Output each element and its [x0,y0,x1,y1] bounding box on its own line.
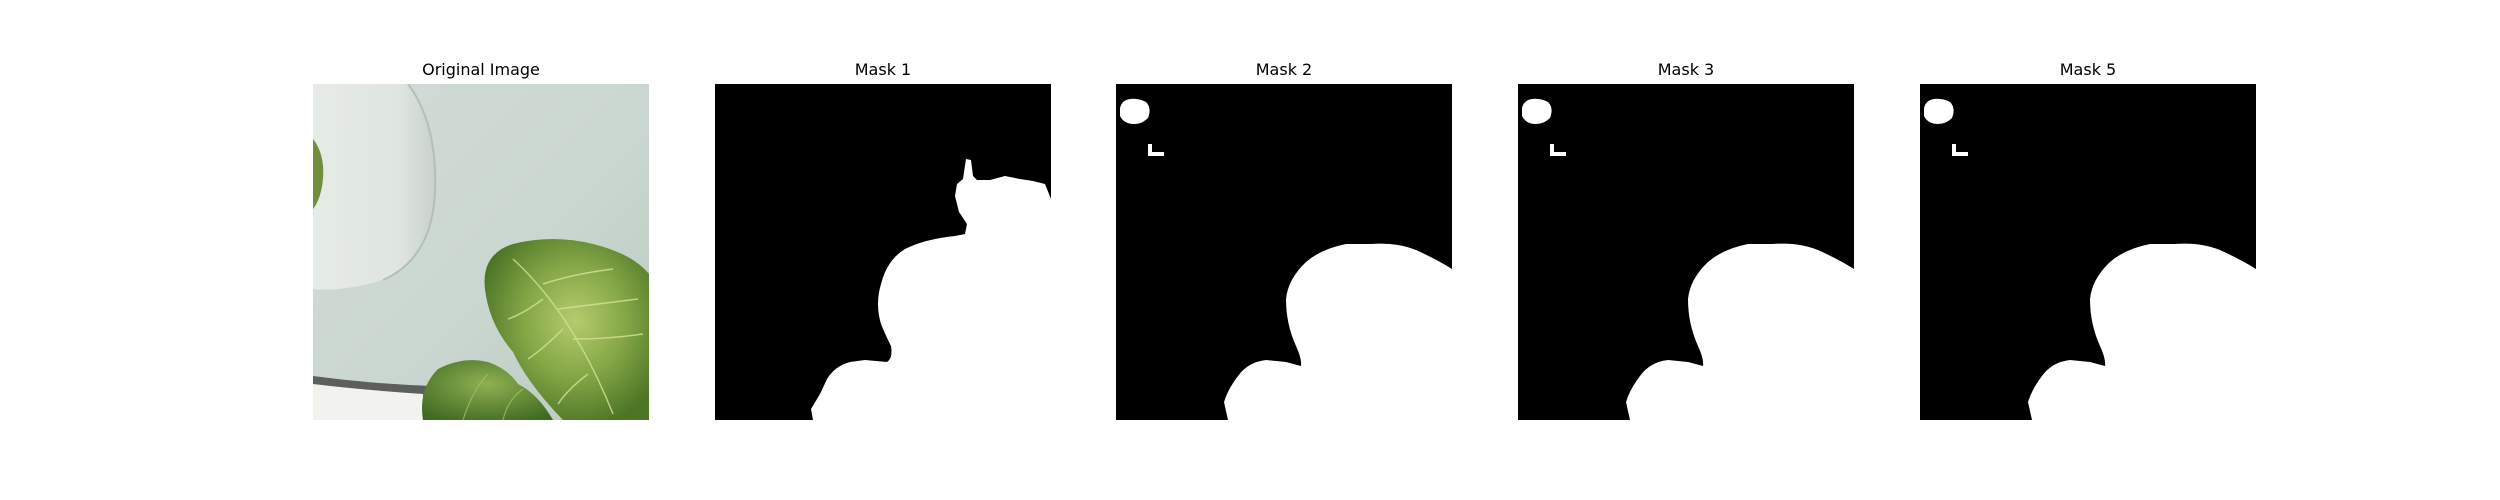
panel-title: Mask 2 [1255,60,1313,79]
original-photo [313,84,649,420]
mask-5-image [1920,84,2256,420]
panel-title: Mask 5 [2059,60,2117,79]
panel-title: Mask 1 [854,60,912,79]
panel-mask-1: Mask 1 [715,0,1051,500]
mask-1-drawing [715,84,1051,420]
mask-5-drawing [1920,84,2256,420]
mask-2-drawing [1116,84,1452,420]
original-photo-drawing [313,84,649,420]
mask-2-image [1116,84,1452,420]
panel-mask-3: Mask 3 [1518,0,1854,500]
panel-mask-5: Mask 5 [1920,0,2256,500]
mask-3-drawing [1518,84,1854,420]
panel-mask-2: Mask 2 [1116,0,1452,500]
mask-3-image [1518,84,1854,420]
panel-title: Original Image [422,60,540,79]
mask-1-image [715,84,1051,420]
panel-title: Mask 3 [1657,60,1715,79]
panel-original-image: Original Image [313,0,649,500]
